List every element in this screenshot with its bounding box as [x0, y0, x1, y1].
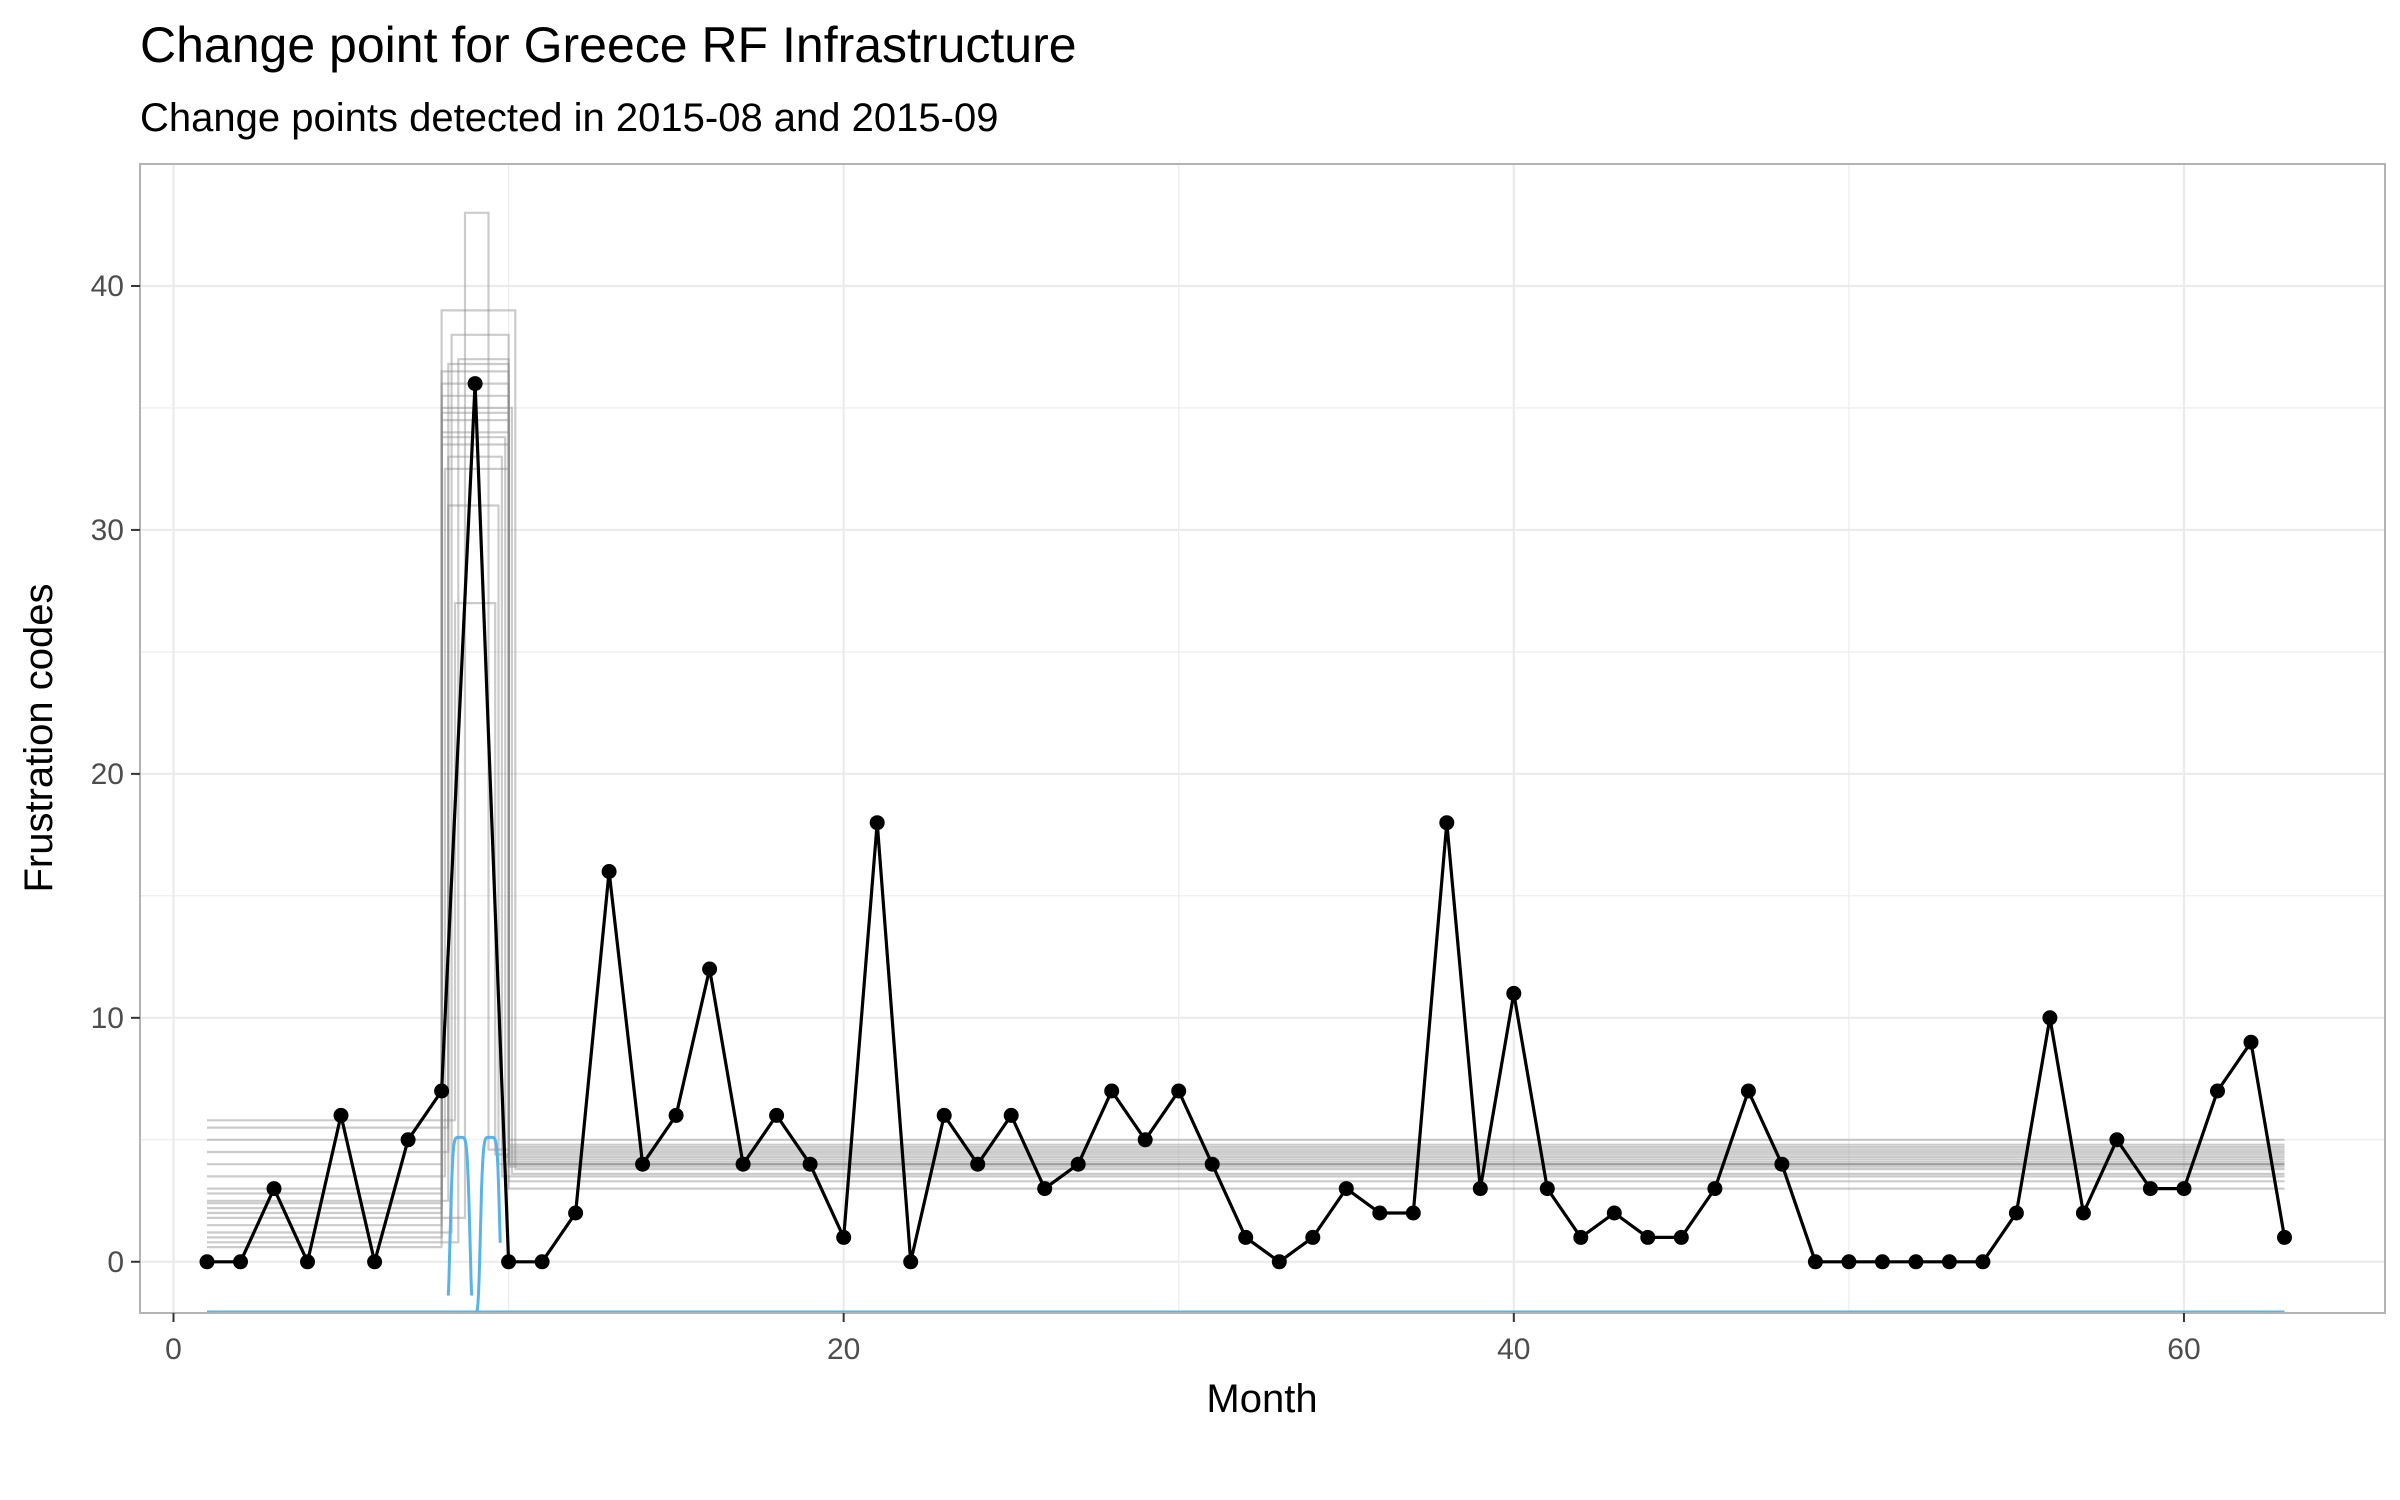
data-point [1740, 1083, 1756, 1099]
data-point [333, 1107, 349, 1123]
data-point [1104, 1083, 1120, 1099]
data-point [1037, 1181, 1053, 1197]
observed-series [199, 376, 2292, 1270]
data-point [668, 1107, 684, 1123]
x-axis-ticks: 0 20 40 60 [165, 1313, 2201, 1366]
posterior-fit-line [207, 455, 2285, 1202]
change-point-density-cp1 [446, 1135, 474, 1296]
y-axis-title: Frustration codes [17, 583, 61, 892]
data-point [434, 1083, 450, 1099]
data-point [300, 1254, 315, 1270]
data-point [702, 961, 718, 977]
posterior-fit-line [207, 443, 2285, 1239]
y-tick-label: 10 [91, 1002, 124, 1035]
data-point [1606, 1205, 1622, 1221]
posterior-fit-line [207, 211, 2285, 1220]
data-point [735, 1156, 751, 1172]
data-point [601, 864, 617, 879]
data-point [2109, 1132, 2125, 1148]
data-point [1807, 1254, 1823, 1270]
chart-title: Change point for Greece RF Infrastructur… [140, 17, 1077, 73]
data-point [1841, 1254, 1857, 1270]
y-tick-label: 40 [91, 270, 124, 303]
data-point [1070, 1156, 1086, 1172]
data-point [199, 1254, 215, 1270]
data-point [869, 815, 885, 831]
data-point [1472, 1181, 1488, 1197]
change-point-density-cp2 [475, 1135, 502, 1313]
posterior-fit-line [207, 601, 2285, 1156]
data-point [534, 1254, 550, 1270]
data-point [635, 1156, 651, 1172]
data-point [1640, 1229, 1656, 1245]
data-point [1238, 1229, 1254, 1245]
x-axis-title: Month [1206, 1377, 1317, 1421]
x-tick-label: 20 [827, 1333, 860, 1366]
data-point [1908, 1254, 1924, 1270]
posterior-fit-line [207, 504, 2285, 1166]
x-tick-label: 60 [2167, 1333, 2200, 1366]
data-point [2176, 1181, 2192, 1197]
chart-subtitle: Change points detected in 2015-08 and 20… [140, 96, 998, 140]
data-point [2210, 1083, 2225, 1099]
data-point [2042, 1010, 2058, 1026]
data-point [1539, 1181, 1555, 1197]
data-point [1439, 815, 1455, 831]
data-point [1573, 1229, 1589, 1245]
posterior-fit-line [207, 370, 2285, 1227]
data-point [2243, 1034, 2259, 1050]
y-tick-label: 30 [91, 514, 124, 547]
data-point [1506, 985, 1522, 1001]
y-tick-label: 20 [91, 758, 124, 791]
data-point [1137, 1132, 1153, 1148]
data-point [568, 1205, 584, 1221]
data-point [1204, 1156, 1220, 1172]
data-point [970, 1156, 986, 1172]
posterior-fit-line [207, 358, 2285, 1244]
panel-background [140, 164, 2385, 1313]
data-point [1774, 1156, 1790, 1172]
data-point [2142, 1181, 2158, 1197]
data-point [233, 1254, 248, 1270]
plot-panel [139, 163, 2386, 1314]
data-point [1707, 1181, 1723, 1197]
data-point [400, 1132, 416, 1148]
data-point [1405, 1205, 1421, 1221]
posterior-fit-line [207, 362, 2285, 1183]
data-point [1338, 1181, 1354, 1197]
data-point [769, 1107, 785, 1123]
data-point [367, 1254, 383, 1270]
data-point [1673, 1229, 1689, 1245]
data-point [2008, 1205, 2024, 1221]
data-point [1003, 1107, 1019, 1123]
data-point [1975, 1254, 1991, 1270]
data-point [2277, 1229, 2292, 1245]
data-point [1305, 1229, 1321, 1245]
data-point [1941, 1254, 1957, 1270]
data-point [802, 1156, 818, 1172]
data-point [1171, 1083, 1187, 1099]
data-point [1874, 1254, 1890, 1270]
data-point [1271, 1254, 1287, 1270]
data-point [2075, 1205, 2091, 1221]
data-point [1372, 1205, 1388, 1221]
panel-border [139, 163, 2386, 1314]
y-axis-ticks: 0 10 20 30 40 [91, 270, 140, 1279]
data-point [266, 1181, 282, 1197]
data-point [903, 1254, 919, 1270]
x-tick-label: 0 [165, 1333, 182, 1366]
data-point [836, 1229, 852, 1245]
data-point [467, 376, 483, 392]
x-tick-label: 40 [1497, 1333, 1530, 1366]
data-point [936, 1107, 952, 1123]
y-tick-label: 0 [107, 1246, 124, 1279]
data-point [501, 1254, 517, 1270]
